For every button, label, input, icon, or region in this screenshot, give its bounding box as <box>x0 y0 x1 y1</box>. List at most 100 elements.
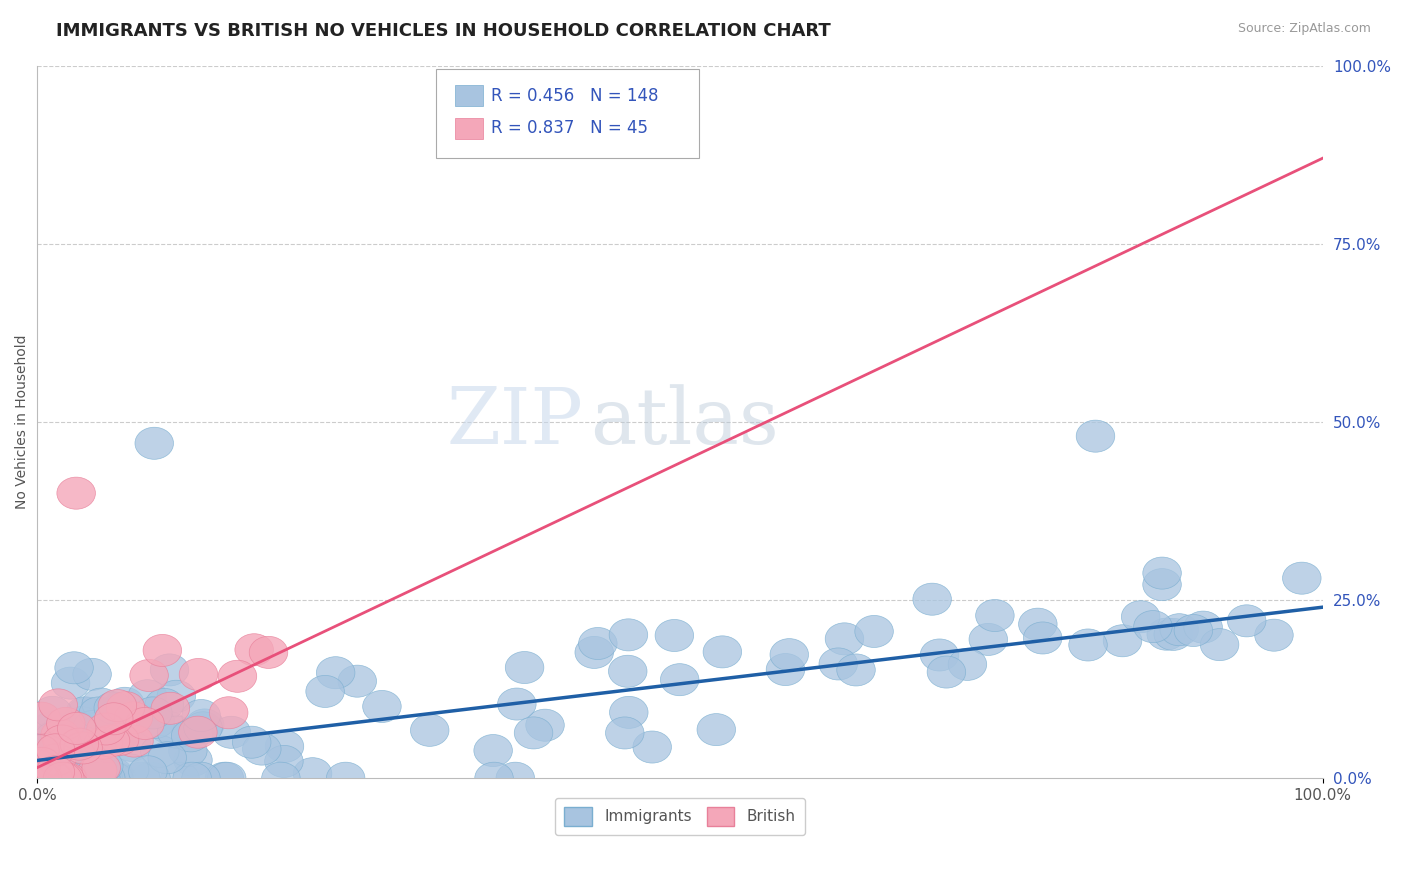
Ellipse shape <box>21 762 59 794</box>
Ellipse shape <box>1201 629 1239 661</box>
Ellipse shape <box>145 689 184 721</box>
Ellipse shape <box>84 727 122 759</box>
Ellipse shape <box>232 726 271 758</box>
Text: R = 0.456   N = 148: R = 0.456 N = 148 <box>491 87 658 104</box>
Ellipse shape <box>205 762 243 794</box>
Ellipse shape <box>48 762 87 794</box>
Ellipse shape <box>249 636 288 668</box>
Ellipse shape <box>174 744 212 776</box>
Ellipse shape <box>42 753 80 785</box>
Ellipse shape <box>45 762 83 794</box>
Text: atlas: atlas <box>591 384 779 459</box>
Ellipse shape <box>128 756 167 788</box>
Ellipse shape <box>526 709 564 741</box>
Ellipse shape <box>73 658 111 690</box>
Ellipse shape <box>84 750 122 782</box>
Ellipse shape <box>82 752 121 784</box>
Ellipse shape <box>82 762 120 794</box>
FancyBboxPatch shape <box>456 85 484 106</box>
Ellipse shape <box>294 757 332 789</box>
Ellipse shape <box>1174 615 1212 647</box>
Ellipse shape <box>63 706 101 739</box>
Ellipse shape <box>134 697 172 729</box>
Text: IMMIGRANTS VS BRITISH NO VEHICLES IN HOUSEHOLD CORRELATION CHART: IMMIGRANTS VS BRITISH NO VEHICLES IN HOU… <box>56 22 831 40</box>
Ellipse shape <box>186 709 224 741</box>
Ellipse shape <box>150 692 190 724</box>
Ellipse shape <box>172 720 209 752</box>
Ellipse shape <box>1104 624 1142 657</box>
Ellipse shape <box>100 719 138 751</box>
Ellipse shape <box>32 722 72 754</box>
Ellipse shape <box>35 762 75 794</box>
Ellipse shape <box>610 697 648 729</box>
Ellipse shape <box>825 623 863 655</box>
Ellipse shape <box>34 762 72 794</box>
Ellipse shape <box>86 762 125 794</box>
Ellipse shape <box>87 762 127 794</box>
Ellipse shape <box>633 731 672 763</box>
Ellipse shape <box>66 697 104 729</box>
Ellipse shape <box>37 756 75 788</box>
Ellipse shape <box>1282 562 1322 594</box>
Ellipse shape <box>37 762 75 794</box>
Ellipse shape <box>51 667 90 699</box>
Ellipse shape <box>34 723 73 754</box>
Ellipse shape <box>63 731 103 764</box>
Ellipse shape <box>32 712 72 743</box>
Ellipse shape <box>976 599 1014 632</box>
Ellipse shape <box>655 619 693 651</box>
Ellipse shape <box>770 639 808 671</box>
Ellipse shape <box>1024 622 1062 654</box>
Ellipse shape <box>62 762 100 794</box>
Ellipse shape <box>115 725 153 757</box>
Ellipse shape <box>697 714 735 746</box>
Ellipse shape <box>1254 619 1294 651</box>
Ellipse shape <box>21 735 59 767</box>
Ellipse shape <box>920 639 959 671</box>
Ellipse shape <box>129 659 169 691</box>
Ellipse shape <box>53 762 91 794</box>
Ellipse shape <box>948 648 987 681</box>
Ellipse shape <box>661 664 699 696</box>
Ellipse shape <box>82 688 121 720</box>
Ellipse shape <box>73 762 111 794</box>
Ellipse shape <box>474 734 512 766</box>
Ellipse shape <box>79 755 117 787</box>
Ellipse shape <box>97 762 136 794</box>
Text: Source: ZipAtlas.com: Source: ZipAtlas.com <box>1237 22 1371 36</box>
Ellipse shape <box>107 691 145 723</box>
Ellipse shape <box>1184 611 1222 643</box>
Ellipse shape <box>24 762 62 794</box>
Ellipse shape <box>575 636 613 668</box>
Ellipse shape <box>73 711 111 743</box>
Ellipse shape <box>184 712 222 744</box>
Ellipse shape <box>58 713 96 745</box>
Ellipse shape <box>90 708 128 740</box>
Ellipse shape <box>337 665 377 698</box>
Ellipse shape <box>496 762 534 794</box>
Ellipse shape <box>316 657 354 689</box>
Ellipse shape <box>94 692 132 724</box>
Ellipse shape <box>855 615 893 648</box>
FancyBboxPatch shape <box>456 118 484 139</box>
Ellipse shape <box>105 687 143 719</box>
Ellipse shape <box>56 710 96 742</box>
Ellipse shape <box>22 736 60 768</box>
Ellipse shape <box>94 703 134 735</box>
Ellipse shape <box>326 762 366 794</box>
Ellipse shape <box>59 762 97 794</box>
Ellipse shape <box>56 712 94 743</box>
Ellipse shape <box>42 762 82 794</box>
Ellipse shape <box>25 731 63 764</box>
Ellipse shape <box>111 754 149 786</box>
Ellipse shape <box>1143 558 1181 589</box>
Ellipse shape <box>515 717 553 749</box>
Ellipse shape <box>52 762 90 794</box>
Ellipse shape <box>55 652 93 684</box>
Ellipse shape <box>91 725 129 757</box>
Ellipse shape <box>41 719 79 751</box>
Ellipse shape <box>125 707 165 739</box>
Ellipse shape <box>45 762 84 794</box>
Ellipse shape <box>60 728 98 760</box>
Ellipse shape <box>1069 629 1108 661</box>
